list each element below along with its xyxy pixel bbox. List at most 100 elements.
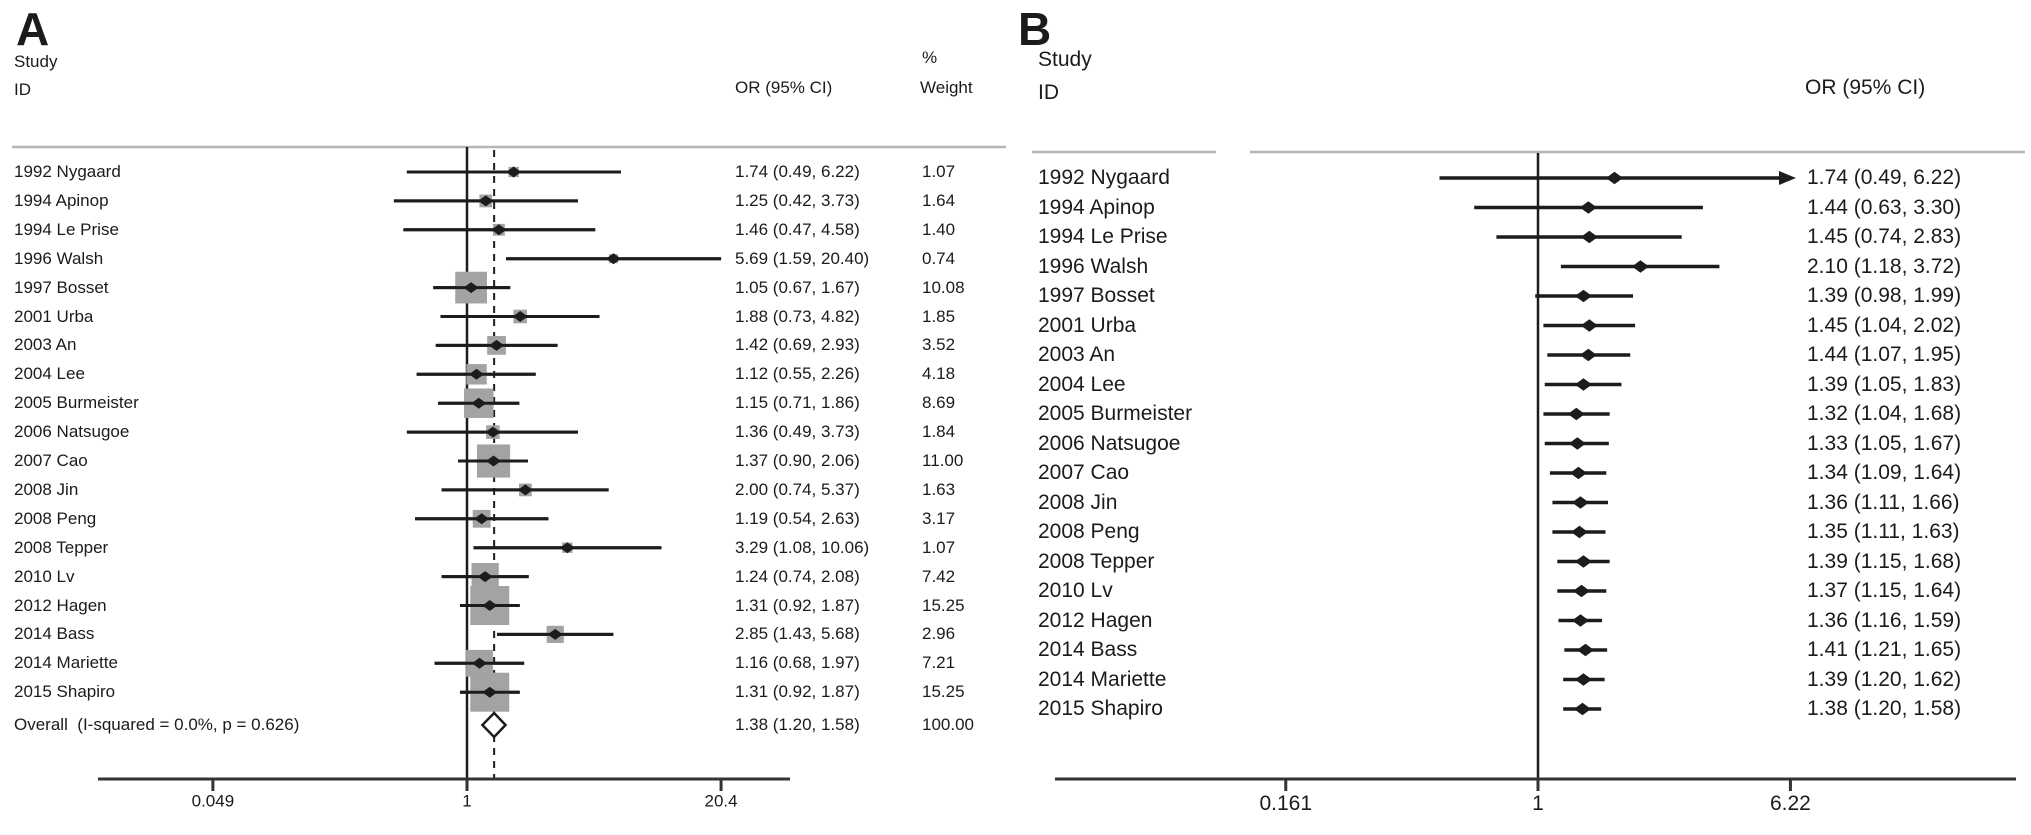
study-label: 2014 Bass <box>14 624 95 644</box>
panel-a-id-header: ID <box>14 80 31 100</box>
or-value: 1.25 (0.42, 3.73) <box>735 190 860 210</box>
study-label: 2004 Lee <box>1038 372 1126 396</box>
or-value: 1.34 (1.09, 1.64) <box>1807 460 1962 484</box>
tick-label: 0.049 <box>191 791 235 811</box>
or-value: 1.74 (0.49, 6.22) <box>1807 165 1962 189</box>
study-label: 1996 Walsh <box>14 248 104 268</box>
weight-value: 2.96 <box>922 624 956 644</box>
or-value: 1.44 (1.07, 1.95) <box>1807 342 1962 366</box>
or-value: 1.35 (1.11, 1.63) <box>1807 519 1960 543</box>
or-value: 1.41 (1.21, 1.65) <box>1807 637 1962 661</box>
panel-b-or-header: OR (95% CI) <box>1805 75 1926 99</box>
point-estimate-marker <box>512 311 528 322</box>
study-label: 2008 Peng <box>14 508 97 528</box>
study-label: 2001 Urba <box>1038 313 1137 337</box>
study-label: 2006 Natsugoe <box>1038 431 1181 455</box>
point-estimate-marker <box>471 397 487 409</box>
or-value: 1.31 (0.92, 1.87) <box>735 682 860 702</box>
study-label: 2007 Cao <box>14 451 88 471</box>
or-value: 1.31 (0.92, 1.87) <box>735 595 860 615</box>
point-estimate-marker <box>1580 319 1598 332</box>
panel-a-or-header: OR (95% CI) <box>735 78 833 98</box>
weight-value: 1.07 <box>922 162 956 182</box>
or-value: 1.12 (0.55, 2.26) <box>735 364 860 384</box>
or-value: 1.46 (0.47, 4.58) <box>735 219 860 239</box>
point-estimate-marker <box>472 657 488 669</box>
weight-value: 1.64 <box>922 190 956 210</box>
study-label: 1996 Walsh <box>1038 254 1149 278</box>
or-value: 1.38 (1.20, 1.58) <box>1807 696 1962 720</box>
study-label: 2014 Mariette <box>1038 667 1167 691</box>
or-value: 1.37 (1.15, 1.64) <box>1807 578 1962 602</box>
weight-value: 1.07 <box>922 537 956 557</box>
study-label: 1997 Bosset <box>1038 283 1155 307</box>
point-estimate-marker <box>1576 643 1594 657</box>
study-label: 2004 Lee <box>14 364 85 384</box>
weight-value: 0.74 <box>922 248 956 268</box>
ci-arrow <box>1779 171 1796 185</box>
or-value: 1.39 (0.98, 1.99) <box>1807 283 1962 307</box>
study-label: 1994 Apinop <box>1038 195 1155 219</box>
point-estimate-marker <box>1573 702 1591 716</box>
point-estimate-marker <box>1574 673 1592 686</box>
point-estimate-marker <box>474 513 490 525</box>
point-estimate-marker <box>1568 437 1586 450</box>
study-label: 1992 Nygaard <box>14 162 121 182</box>
study-label: 2003 An <box>1038 342 1116 366</box>
or-value: 1.44 (0.63, 3.30) <box>1807 195 1962 219</box>
point-estimate-marker <box>1605 171 1623 185</box>
point-estimate-marker <box>482 686 498 698</box>
study-label: 1997 Bosset <box>14 277 109 297</box>
study-label: 2008 Peng <box>1038 519 1140 543</box>
or-value: 1.39 (1.20, 1.62) <box>1807 667 1962 691</box>
point-estimate-marker <box>463 282 479 294</box>
point-estimate-marker <box>1570 525 1588 539</box>
point-estimate-marker <box>1579 201 1597 214</box>
point-estimate-marker <box>486 455 502 467</box>
point-estimate-marker <box>485 426 501 438</box>
tick-label: 6.22 <box>1769 792 1811 816</box>
or-value: 1.36 (0.49, 3.73) <box>735 422 860 442</box>
weight-value: 11.00 <box>922 451 964 471</box>
panel-b-id-header: ID <box>1038 80 1059 104</box>
point-estimate-marker <box>491 224 507 236</box>
tick-label: 0.161 <box>1259 792 1313 816</box>
point-estimate-marker <box>605 253 621 265</box>
tick-label: 1 <box>1532 792 1544 816</box>
panel-b-label: B <box>1018 3 1052 55</box>
point-estimate-marker <box>1571 496 1589 509</box>
point-estimate-marker <box>559 542 575 554</box>
study-label: 2005 Burmeister <box>1038 401 1193 425</box>
panel-a-weight-header: Weight <box>920 78 973 98</box>
study-label: 2008 Jin <box>14 479 79 499</box>
study-label: 2008 Tepper <box>1038 549 1155 573</box>
or-value: 1.36 (1.11, 1.66) <box>1807 490 1960 514</box>
weight-value: 15.25 <box>922 595 965 615</box>
or-value: 2.10 (1.18, 3.72) <box>1807 254 1962 278</box>
study-label: 2001 Urba <box>14 306 94 326</box>
panel-a-study-header: Study <box>14 52 58 72</box>
panel-b-study-header: Study <box>1038 47 1092 71</box>
or-value: 3.29 (1.08, 10.06) <box>735 537 870 557</box>
point-estimate-marker <box>1572 584 1590 598</box>
overall-weight-value: 100.00 <box>922 715 974 735</box>
point-estimate-marker <box>1631 260 1649 273</box>
study-label: 2008 Jin <box>1038 490 1118 514</box>
weight-value: 7.21 <box>922 653 956 673</box>
study-label: 1994 Le Prise <box>14 219 119 239</box>
or-value: 2.85 (1.43, 5.68) <box>735 624 860 644</box>
point-estimate-marker <box>1571 614 1589 627</box>
or-value: 1.42 (0.69, 2.93) <box>735 335 860 355</box>
or-value: 1.36 (1.16, 1.59) <box>1807 608 1962 632</box>
point-estimate-marker <box>477 571 493 583</box>
study-label: 2010 Lv <box>1038 578 1113 602</box>
study-label: 2006 Natsugoe <box>14 422 130 442</box>
study-label: 2014 Bass <box>1038 637 1138 661</box>
study-label: 1994 Le Prise <box>1038 224 1168 248</box>
weight-value: 10.08 <box>922 277 965 297</box>
or-value: 1.32 (1.04, 1.68) <box>1807 401 1962 425</box>
weight-value: 1.63 <box>922 479 956 499</box>
or-value: 5.69 (1.59, 20.40) <box>735 248 870 268</box>
point-estimate-marker <box>1579 348 1597 362</box>
